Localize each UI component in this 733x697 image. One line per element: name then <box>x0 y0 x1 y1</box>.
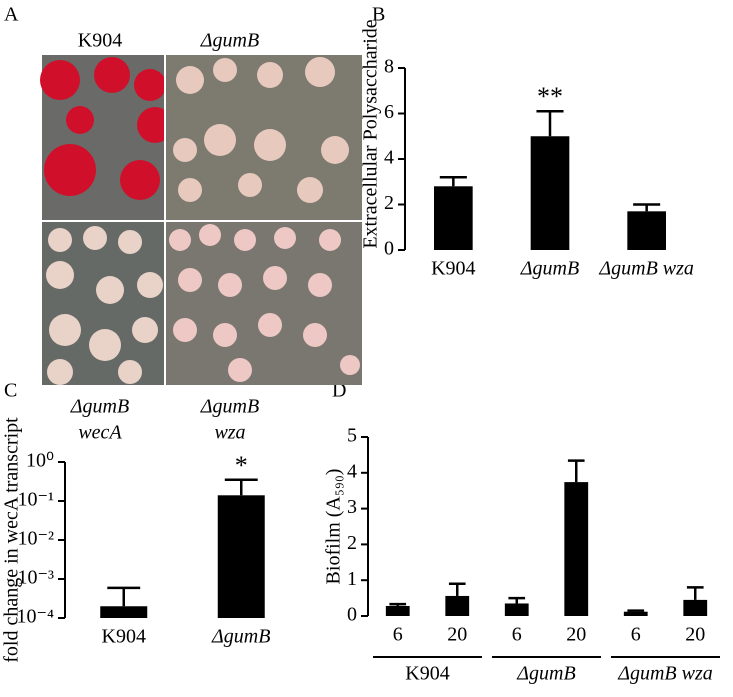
photo-label: wecA <box>78 422 122 444</box>
bar <box>683 599 708 616</box>
x-tick-label: 6 <box>393 624 403 646</box>
y-tick-label: 10⁻¹ <box>17 489 54 511</box>
y-axis-label: Extracellular Polysaccharide <box>360 19 382 248</box>
bar <box>504 603 529 616</box>
x-tick-label: 20 <box>447 624 467 646</box>
y-tick-label: 10⁻³ <box>17 567 54 589</box>
photo-label: K904 <box>78 30 122 52</box>
bar <box>217 495 265 618</box>
significance: ** <box>537 82 563 111</box>
significance: * <box>235 451 248 480</box>
x-tick-label: ΔgumB wza <box>598 258 694 280</box>
y-tick-label: 4 <box>347 460 357 482</box>
y-tick-label: 0 <box>347 604 357 626</box>
y-tick-label: 10⁻⁴ <box>16 606 54 628</box>
y-tick-label: 2 <box>384 192 394 214</box>
y-tick-label: 3 <box>347 496 357 518</box>
y-tick-label: 6 <box>384 101 394 123</box>
y-tick-label: 10⁰ <box>26 450 54 472</box>
y-tick-label: 8 <box>384 56 394 78</box>
group-label: ΔgumB <box>516 663 575 685</box>
y-tick-label: 1 <box>347 568 357 590</box>
x-tick-label: ΔgumB <box>211 626 270 648</box>
photo-grid: K904 ΔgumB ΔgumB wecA ΔgumB wza <box>40 30 362 444</box>
panel-label: C <box>4 380 17 402</box>
y-axis-label: Biofilm (A₅₉₀) <box>323 469 345 585</box>
bar <box>564 482 589 616</box>
y-tick-label: 10⁻² <box>17 528 54 550</box>
colonies <box>46 226 163 385</box>
y-tick-label: 2 <box>347 532 357 554</box>
photo-label: ΔgumB <box>70 396 129 418</box>
x-tick-label: 20 <box>566 624 586 646</box>
colonies <box>173 57 349 203</box>
x-tick-label: 20 <box>685 624 705 646</box>
photo-label: ΔgumB <box>200 396 259 418</box>
photo-label: ΔgumB <box>200 30 259 52</box>
x-tick-label: 6 <box>512 624 522 646</box>
y-tick-label: 5 <box>347 425 357 447</box>
y-tick-label: 4 <box>384 147 394 169</box>
colonies <box>169 224 360 382</box>
x-tick-label: K904 <box>431 258 475 280</box>
bar <box>627 211 666 250</box>
photo-label: wza <box>214 422 245 444</box>
panel-label: A <box>4 4 19 26</box>
panel-label: D <box>332 380 346 402</box>
panel-label: B <box>372 4 385 26</box>
y-axis-label: fold change in wecA transcript <box>1 417 23 663</box>
x-tick-label: K904 <box>102 626 146 648</box>
bar <box>100 606 148 618</box>
bar <box>623 611 648 616</box>
x-tick-label: 6 <box>631 624 641 646</box>
bar <box>445 595 470 616</box>
bar <box>385 605 410 616</box>
bar <box>434 186 473 250</box>
group-label: K904 <box>405 663 449 685</box>
y-tick-label: 0 <box>384 238 394 260</box>
x-tick-label: ΔgumB <box>520 258 579 280</box>
bar <box>530 136 570 250</box>
group-label: ΔgumB wza <box>617 663 713 685</box>
